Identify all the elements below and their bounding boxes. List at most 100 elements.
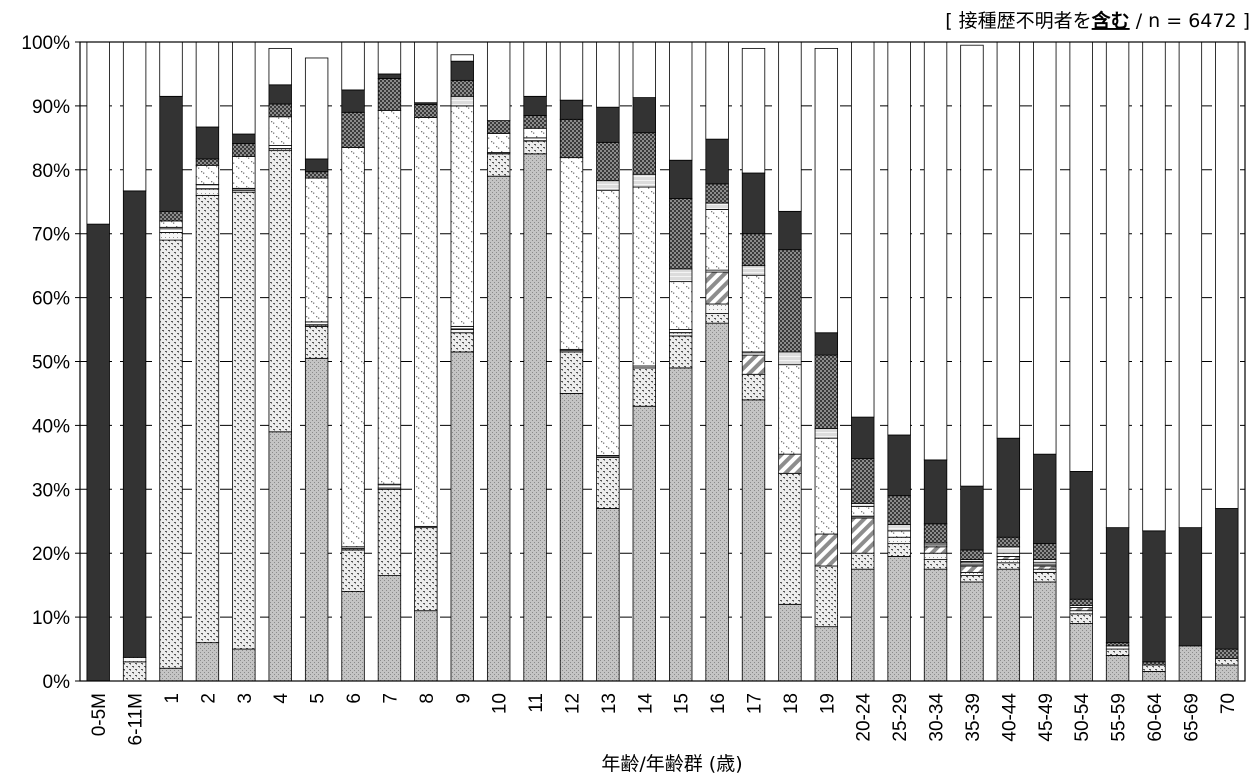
y-tick-label: 40% (32, 416, 70, 437)
annotation-emphasis: 含む (1092, 9, 1130, 32)
x-tick-label: 3 (235, 693, 256, 704)
bar-segment (814, 533, 839, 567)
bar-segment (559, 157, 584, 350)
bar-segment (377, 41, 402, 75)
x-tick-label: 18 (781, 693, 802, 714)
bar-segment (450, 95, 474, 107)
bar-segment (195, 188, 220, 196)
bar-segment (632, 41, 656, 98)
x-tick-label: 8 (417, 693, 438, 704)
bar-segment (268, 84, 292, 105)
bar-segment (122, 661, 147, 682)
bar-segment (559, 393, 584, 682)
bar-segment (960, 581, 984, 682)
bar-segment (778, 472, 802, 605)
bar-segment (268, 150, 292, 433)
bar-segment (741, 354, 766, 375)
bar-segment (778, 210, 802, 251)
x-tick-label: 9 (453, 693, 474, 704)
bar-segment (450, 79, 474, 97)
bar-segment (159, 95, 183, 212)
bar-segment (596, 41, 620, 108)
bar-segment (195, 164, 220, 185)
bar-segment (923, 41, 948, 461)
bar-segment (851, 41, 875, 418)
bar-segment (923, 523, 948, 544)
bar-segment (450, 329, 474, 334)
bar-segment (559, 351, 584, 394)
bar-segment (1215, 664, 1239, 682)
bar-segment (523, 41, 547, 97)
bar-segment (1142, 671, 1166, 682)
bar-segment (996, 559, 1021, 564)
bar-segment (1033, 581, 1057, 682)
y-tick-label: 100% (21, 33, 70, 54)
x-tick-label: 10 (490, 693, 511, 714)
bar-segment (996, 437, 1021, 538)
bar-segment (304, 171, 329, 179)
bar-segment (304, 321, 329, 326)
x-tick-label: 1 (162, 693, 183, 704)
bar-segment (523, 95, 547, 116)
bar-segment (887, 536, 911, 545)
bar-segment (1215, 41, 1239, 509)
bar-segment (159, 226, 183, 233)
bar-segment (923, 559, 948, 570)
x-tick-label: 17 (745, 693, 766, 714)
bar-segment (1105, 642, 1130, 647)
bar-segment (341, 147, 365, 548)
bar-segment (268, 116, 292, 146)
bar-segment (486, 132, 511, 153)
bar-segment (960, 562, 984, 567)
bar-segment (1069, 623, 1093, 682)
axes (75, 41, 1246, 682)
x-tick-label: 6 (344, 693, 365, 704)
bar-segment (851, 458, 875, 504)
bar-segment (1033, 543, 1057, 560)
bar-segment (268, 145, 292, 150)
bar-segment (669, 329, 693, 334)
bar-segment (741, 47, 766, 174)
bar-segment (778, 351, 802, 366)
bar-segment (159, 41, 183, 97)
y-tick-label: 0% (43, 672, 71, 693)
bar-segment (705, 183, 729, 204)
bar-segment (414, 610, 438, 682)
x-tick-label: 60-64 (1145, 693, 1166, 742)
bar-segment (523, 137, 547, 142)
bar-segment (632, 97, 656, 134)
sample-annotation: [ 接種歴不明者を含む / n = 6472 ] (945, 9, 1250, 32)
bar-segment (559, 99, 584, 120)
x-tick-label: 0-5M (89, 693, 110, 736)
bar-segment (1105, 527, 1130, 644)
bar-segment (851, 416, 875, 460)
bar-segment (159, 232, 183, 241)
x-tick-label: 55-59 (1109, 693, 1130, 742)
bar-segment (705, 303, 729, 314)
bar-segment (996, 568, 1021, 682)
bar-segment (814, 354, 839, 429)
x-tick-label: 70 (1218, 693, 1239, 714)
bar-segment (960, 549, 984, 560)
bar-segment (887, 434, 911, 497)
bar-segment (377, 483, 402, 489)
bar-segment (1033, 41, 1057, 455)
bar-segment (523, 153, 547, 682)
y-tick-label: 90% (32, 97, 70, 118)
bars-group (86, 41, 1239, 682)
bar-segment (122, 190, 147, 658)
bar-segment (669, 281, 693, 330)
bar-segment (887, 530, 911, 538)
bar-segment (232, 648, 256, 682)
bar-segment (741, 399, 766, 682)
bar-segment (559, 118, 584, 159)
bar-segment (450, 105, 474, 327)
bar-segment (268, 431, 292, 682)
bar-segment (195, 41, 220, 128)
bar-segment (1033, 571, 1057, 583)
bar-segment (1033, 453, 1057, 545)
bar-segment (596, 180, 620, 191)
bar-segment (996, 41, 1021, 439)
bar-segment (159, 667, 183, 682)
bar-segment (523, 127, 547, 139)
